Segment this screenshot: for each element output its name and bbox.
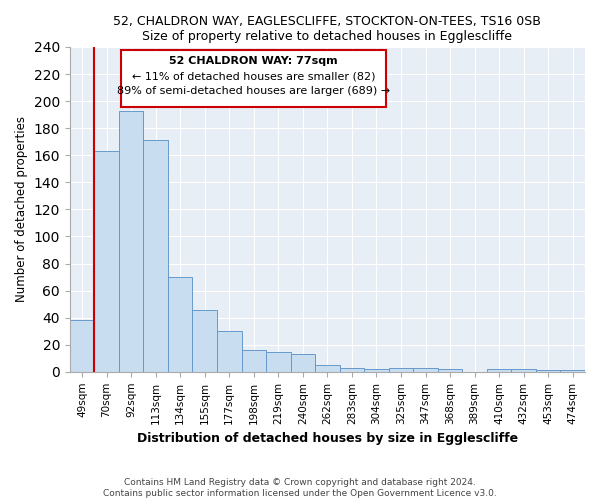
Bar	[119, 110, 143, 372]
Bar	[340, 368, 364, 372]
Text: ← 11% of detached houses are smaller (82): ← 11% of detached houses are smaller (82…	[132, 72, 376, 82]
Bar	[266, 352, 290, 372]
Bar	[94, 151, 119, 372]
Bar	[389, 368, 413, 372]
Bar	[438, 369, 463, 372]
Bar	[315, 365, 340, 372]
Text: 89% of semi-detached houses are larger (689) →: 89% of semi-detached houses are larger (…	[117, 86, 391, 96]
Text: 52 CHALDRON WAY: 77sqm: 52 CHALDRON WAY: 77sqm	[169, 56, 338, 66]
Bar	[143, 140, 168, 372]
Text: Contains HM Land Registry data © Crown copyright and database right 2024.
Contai: Contains HM Land Registry data © Crown c…	[103, 478, 497, 498]
Bar	[560, 370, 585, 372]
Bar	[487, 369, 511, 372]
Bar	[193, 310, 217, 372]
Bar	[364, 369, 389, 372]
Bar	[511, 369, 536, 372]
Bar	[290, 354, 315, 372]
X-axis label: Distribution of detached houses by size in Egglescliffe: Distribution of detached houses by size …	[137, 432, 518, 445]
FancyBboxPatch shape	[121, 50, 386, 106]
Bar	[70, 320, 94, 372]
Bar	[242, 350, 266, 372]
Y-axis label: Number of detached properties: Number of detached properties	[15, 116, 28, 302]
Bar	[413, 368, 438, 372]
Bar	[217, 331, 242, 372]
Bar	[536, 370, 560, 372]
Title: 52, CHALDRON WAY, EAGLESCLIFFE, STOCKTON-ON-TEES, TS16 0SB
Size of property rela: 52, CHALDRON WAY, EAGLESCLIFFE, STOCKTON…	[113, 15, 541, 43]
Bar	[168, 277, 193, 372]
